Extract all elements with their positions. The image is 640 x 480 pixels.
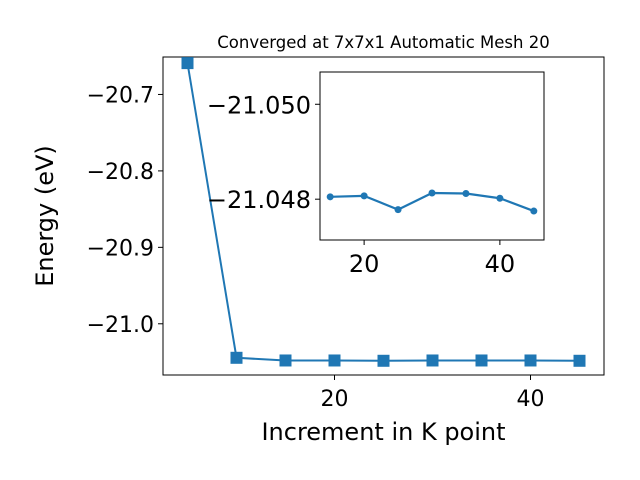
data-point [326, 193, 334, 201]
data-point [462, 189, 470, 197]
inset-chart: 20 40 −21.050 −21.048 [207, 71, 545, 278]
x-tick-label: 20 [321, 387, 349, 412]
data-point [496, 194, 504, 202]
inset-ticks: 20 40 −21.050 −21.048 [207, 91, 515, 278]
y-tick-label: −21.050 [207, 91, 311, 119]
data-point [328, 354, 341, 367]
y-axis-label: Energy (eV) [31, 145, 59, 287]
inset-plot-background [320, 72, 544, 240]
y-tick-label: −21.0 [87, 313, 154, 338]
main-plot-frame [162, 56, 605, 376]
y-tick-label: −21.048 [207, 186, 311, 214]
x-tick-label: 40 [485, 250, 516, 278]
x-axis-label: Increment in K point [261, 418, 505, 446]
inset-plot-frame [319, 71, 545, 241]
data-point [426, 354, 439, 367]
data-point [360, 192, 368, 200]
main-ticks: 20 40 −20.7 −20.8 −20.9 −21.0 [87, 83, 545, 412]
data-point [230, 351, 243, 364]
main-chart: Converged at 7x7x1 Automatic Mesh 20 Inc… [31, 33, 605, 446]
data-point [377, 354, 390, 367]
x-tick-label: 20 [349, 250, 380, 278]
data-point [524, 354, 537, 367]
x-tick-label: 40 [517, 387, 545, 412]
data-point [181, 57, 194, 70]
chart-title: Converged at 7x7x1 Automatic Mesh 20 [217, 33, 549, 52]
y-tick-label: −20.8 [87, 160, 154, 185]
data-point [573, 354, 586, 367]
data-point [428, 189, 436, 197]
y-tick-label: −20.7 [87, 83, 154, 108]
data-point [394, 206, 402, 214]
y-tick-label: −20.9 [87, 236, 154, 261]
data-point [279, 354, 292, 367]
main-series [181, 57, 586, 367]
data-point [475, 354, 488, 367]
data-point [530, 207, 538, 215]
inset-series [326, 189, 538, 215]
